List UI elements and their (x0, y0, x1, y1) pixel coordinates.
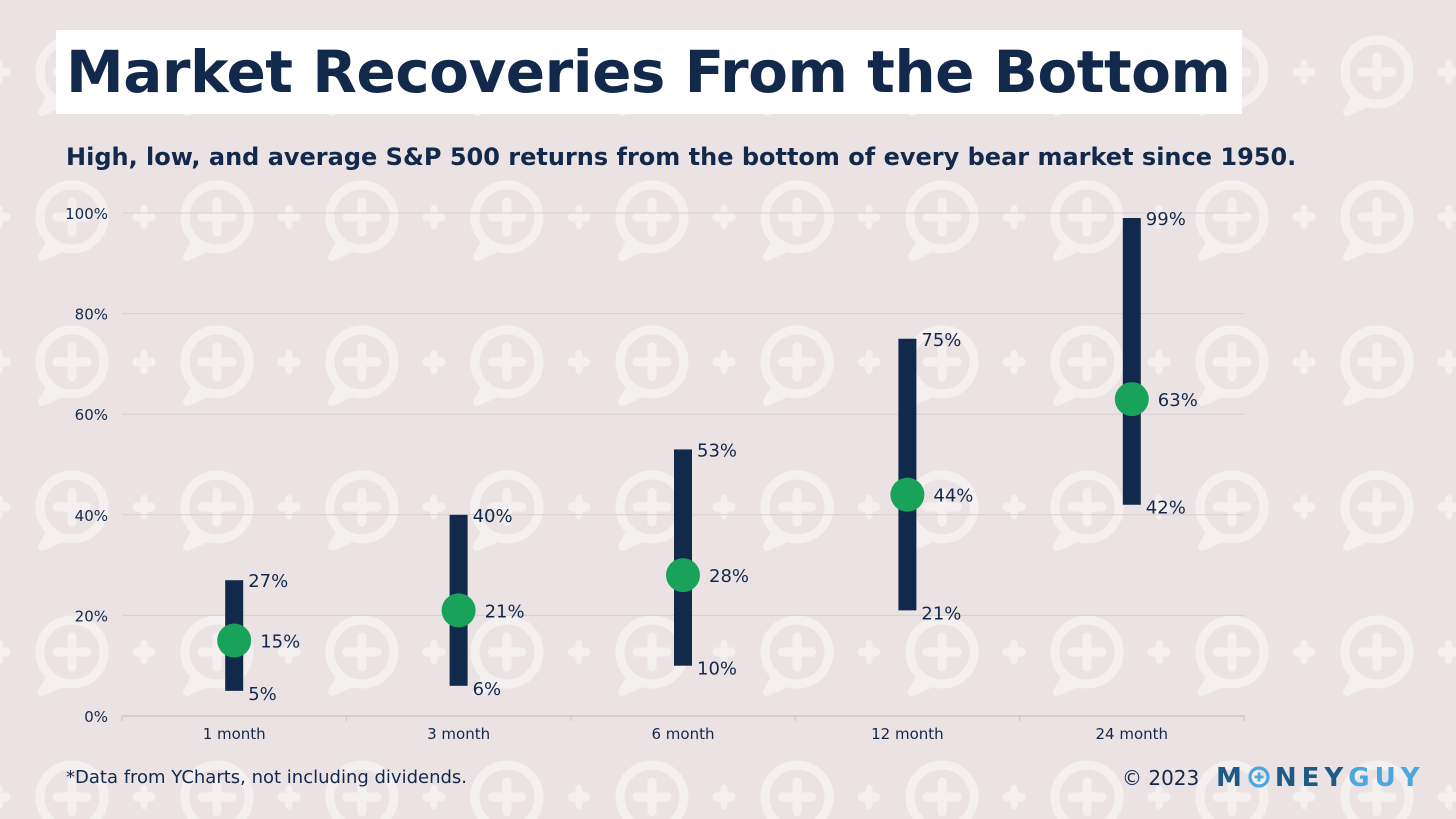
average-label: 21% (485, 601, 525, 622)
chart-subtitle: High, low, and average S&P 500 returns f… (66, 143, 1297, 171)
high-label: 40% (473, 506, 513, 527)
average-marker (441, 593, 476, 628)
logo-o-icon (1248, 766, 1270, 788)
range-bar (1122, 218, 1141, 505)
average-marker (1114, 382, 1149, 417)
y-tick-label: 40% (75, 507, 108, 525)
y-tick-label: 60% (75, 406, 108, 424)
low-label: 5% (248, 684, 277, 705)
logo-ney: NEY (1274, 763, 1349, 793)
footnote: *Data from YCharts, not including divide… (66, 767, 468, 788)
copyright: © 2023 (1122, 766, 1200, 790)
high-label: 27% (248, 571, 288, 592)
y-tick-label: 100% (65, 205, 108, 223)
average-label: 15% (260, 632, 300, 653)
x-tick-label: 1 month (203, 725, 266, 743)
high-label: 53% (697, 440, 737, 461)
logo-m: M (1216, 763, 1247, 793)
high-label: 75% (921, 330, 961, 351)
average-marker (890, 477, 925, 512)
average-marker (217, 623, 252, 658)
axis-layer: 0% 20% 40% 60% 80% 100% 1 month 3 month 6 month 1… (65, 205, 1245, 743)
average-label: 63% (1158, 390, 1198, 411)
range-bar (898, 338, 917, 611)
chart-title: Market Recoveries From the Bottom (66, 38, 1231, 106)
range-bar (674, 449, 692, 666)
average-label: 28% (709, 566, 749, 587)
y-tick-label: 0% (84, 708, 108, 726)
average-marker (666, 558, 700, 593)
label-layer: 27% 5% 15% 40% 6% 21% 53% 10% 28% 75% 21% 44% 99% 42%… (248, 209, 1198, 705)
y-tick-label: 80% (75, 306, 108, 324)
low-label: 21% (921, 603, 961, 624)
x-tick-label: 24 month (1096, 725, 1169, 743)
x-tick-label: 12 month (871, 725, 944, 743)
x-tick-label: 6 month (652, 725, 715, 743)
bar-layer (217, 218, 1149, 691)
low-label: 6% (473, 679, 502, 700)
low-label: 42% (1146, 498, 1186, 519)
logo-guy: GUY (1348, 763, 1425, 793)
x-tick-label: 3 month (427, 725, 490, 743)
high-label: 99% (1146, 209, 1186, 230)
moneyguy-logo: M NEYGUY (1216, 760, 1425, 796)
average-label: 44% (933, 486, 973, 507)
low-label: 10% (697, 659, 737, 680)
title-highlight-box (56, 30, 1242, 114)
y-tick-label: 20% (75, 607, 108, 625)
